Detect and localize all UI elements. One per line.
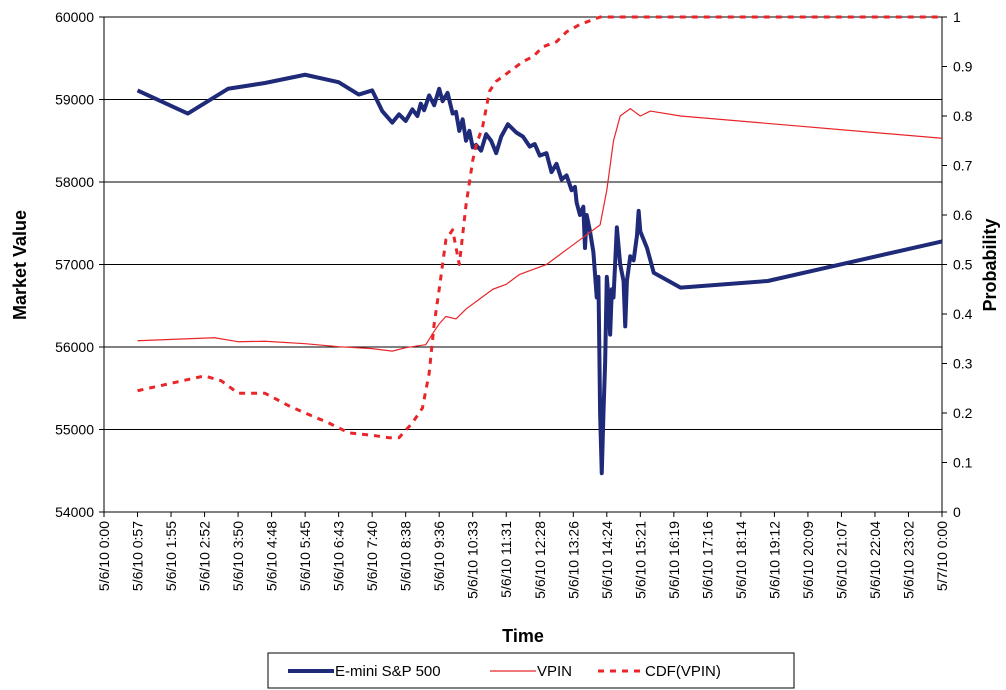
axes bbox=[99, 16, 947, 517]
y-left-tick-label: 56000 bbox=[55, 339, 94, 355]
left-axis-tick-labels: 54000 55000 56000 57000 58000 59000 60000 bbox=[55, 9, 94, 520]
x-tick-label: 5/6/10 5:45 bbox=[297, 521, 313, 591]
x-tick-label: 5/6/10 8:38 bbox=[398, 521, 414, 591]
x-tick-label: 5/6/10 3:50 bbox=[230, 521, 246, 591]
y-left-tick-label: 58000 bbox=[55, 174, 94, 190]
y-right-tick-label: 0.8 bbox=[953, 108, 973, 124]
x-tick-label: 5/6/10 16:19 bbox=[666, 521, 682, 599]
x-axis-tick-labels: 5/6/10 0:00 5/6/10 0:57 5/6/10 1:55 5/6/10 … bbox=[96, 521, 950, 599]
y-left-tick-label: 60000 bbox=[55, 9, 94, 25]
y-axis-left-title: Market Value bbox=[10, 210, 30, 320]
series-line-vpin bbox=[137, 107, 943, 352]
x-tick-label: 5/6/10 0:00 bbox=[96, 521, 112, 591]
x-tick-label: 5/6/10 7:40 bbox=[364, 521, 380, 591]
y-right-tick-label: 0 bbox=[953, 504, 961, 520]
y-right-tick-label: 1 bbox=[953, 9, 961, 25]
gridlines bbox=[104, 16, 942, 513]
legend-label: E-mini S&P 500 bbox=[335, 663, 441, 680]
x-tick-label: 5/6/10 13:26 bbox=[565, 521, 581, 599]
x-tick-label: 5/6/10 20:09 bbox=[800, 521, 816, 599]
legend: E-mini S&P 500 VPIN CDF(VPIN) bbox=[267, 652, 795, 689]
x-tick-label: 5/6/10 2:52 bbox=[197, 521, 213, 591]
y-right-tick-label: 0.1 bbox=[953, 455, 973, 471]
x-tick-label: 5/6/10 23:02 bbox=[900, 521, 916, 599]
x-tick-label: 5/6/10 1:55 bbox=[163, 521, 179, 591]
x-axis-title: Time bbox=[502, 626, 544, 646]
x-tick-label: 5/6/10 18:14 bbox=[733, 521, 749, 599]
x-tick-label: 5/6/10 17:16 bbox=[699, 521, 715, 599]
legend-label: CDF(VPIN) bbox=[645, 663, 721, 680]
x-tick-label: 5/6/10 9:36 bbox=[431, 521, 447, 591]
y-right-tick-label: 0.3 bbox=[953, 356, 973, 372]
y-right-tick-label: 0.4 bbox=[953, 306, 973, 322]
series-line-e-mini-s-p-500 bbox=[136, 72, 943, 476]
y-left-tick-label: 55000 bbox=[55, 422, 94, 438]
x-tick-label: 5/6/10 19:12 bbox=[766, 521, 782, 599]
y-left-tick-label: 57000 bbox=[55, 257, 94, 273]
right-axis-tick-labels: 0 0.1 0.2 0.3 0.4 0.5 0.6 0.7 0.8 0.9 1 bbox=[953, 9, 973, 520]
series-line-cdf-vpin- bbox=[137, 15, 942, 440]
x-tick-label: 5/6/10 22:04 bbox=[867, 521, 883, 599]
x-tick-label: 5/6/10 12:28 bbox=[532, 521, 548, 599]
y-right-tick-label: 0.6 bbox=[953, 207, 973, 223]
x-tick-label: 5/7/10 0:00 bbox=[934, 521, 950, 591]
y-right-tick-label: 0.9 bbox=[953, 59, 973, 75]
series-lines bbox=[136, 15, 943, 476]
y-left-tick-label: 59000 bbox=[55, 92, 94, 108]
y-right-tick-label: 0.5 bbox=[953, 257, 973, 273]
y-right-tick-label: 0.2 bbox=[953, 405, 973, 421]
y-axis-right-title: Probability bbox=[980, 218, 1000, 311]
x-tick-label: 5/6/10 10:33 bbox=[465, 521, 481, 599]
legend-label: VPIN bbox=[537, 663, 572, 680]
x-tick-label: 5/6/10 15:21 bbox=[632, 521, 648, 599]
x-tick-label: 5/6/10 21:07 bbox=[833, 521, 849, 599]
x-tick-label: 5/6/10 6:43 bbox=[331, 521, 347, 591]
x-tick-label: 5/6/10 4:48 bbox=[264, 521, 280, 591]
x-tick-label: 5/6/10 11:31 bbox=[498, 521, 514, 598]
y-right-tick-label: 0.7 bbox=[953, 158, 973, 174]
y-left-tick-label: 54000 bbox=[55, 504, 94, 520]
x-tick-label: 5/6/10 14:24 bbox=[599, 521, 615, 599]
x-tick-label: 5/6/10 0:57 bbox=[130, 521, 146, 591]
